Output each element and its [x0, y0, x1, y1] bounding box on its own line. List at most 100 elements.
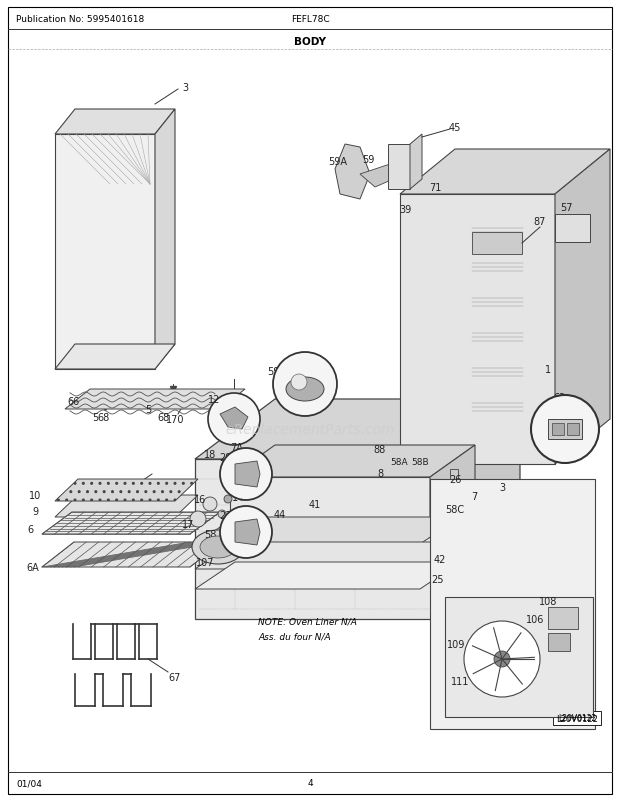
Bar — [470, 294, 525, 310]
Text: 4: 4 — [307, 779, 313, 788]
Text: 15: 15 — [226, 512, 238, 522]
Polygon shape — [55, 496, 198, 517]
Text: 66: 66 — [67, 396, 79, 407]
Circle shape — [220, 448, 272, 500]
Text: 63: 63 — [554, 444, 566, 455]
Bar — [548, 607, 578, 630]
Text: 1: 1 — [545, 365, 551, 375]
Text: 12: 12 — [208, 395, 220, 404]
Ellipse shape — [286, 378, 324, 402]
Text: 17: 17 — [182, 520, 194, 529]
Circle shape — [203, 497, 217, 512]
Text: L20V0122: L20V0122 — [556, 715, 598, 723]
Text: 16: 16 — [194, 494, 206, 504]
Text: 18: 18 — [204, 449, 216, 460]
Text: 58B: 58B — [411, 458, 429, 467]
Bar — [552, 423, 564, 435]
Bar — [555, 215, 590, 243]
Bar — [553, 711, 601, 725]
Text: L20V0122: L20V0122 — [558, 714, 596, 723]
Polygon shape — [400, 195, 555, 464]
Polygon shape — [222, 435, 230, 489]
Polygon shape — [195, 460, 440, 619]
Text: 29: 29 — [219, 452, 231, 463]
Polygon shape — [195, 562, 460, 589]
Polygon shape — [230, 477, 430, 537]
Polygon shape — [178, 395, 196, 410]
Text: 106: 106 — [526, 614, 544, 624]
Text: 58C: 58C — [445, 504, 464, 514]
Circle shape — [224, 496, 232, 504]
Text: 45: 45 — [449, 123, 461, 133]
Polygon shape — [235, 461, 260, 488]
Text: 01/04: 01/04 — [16, 779, 42, 788]
Polygon shape — [410, 135, 422, 190]
Bar — [470, 365, 525, 380]
Text: 11A: 11A — [213, 534, 231, 545]
Text: 3: 3 — [499, 482, 505, 492]
Text: 9: 9 — [32, 506, 38, 516]
Text: 68: 68 — [157, 412, 169, 423]
Circle shape — [218, 510, 226, 518]
Bar — [430, 480, 595, 729]
Text: 111: 111 — [451, 676, 469, 687]
Bar — [445, 597, 593, 717]
Polygon shape — [400, 150, 610, 195]
Bar — [548, 419, 582, 439]
Circle shape — [220, 506, 272, 558]
Polygon shape — [55, 480, 198, 501]
Text: 14: 14 — [232, 492, 244, 502]
Text: 25: 25 — [432, 574, 445, 585]
Polygon shape — [235, 520, 260, 545]
Polygon shape — [65, 390, 245, 410]
Polygon shape — [55, 135, 155, 370]
Text: 58A: 58A — [390, 458, 408, 467]
Polygon shape — [195, 517, 460, 545]
Text: 5: 5 — [145, 404, 151, 415]
Circle shape — [531, 395, 599, 464]
Text: 26: 26 — [449, 475, 461, 484]
Text: 6A: 6A — [27, 562, 40, 573]
Bar — [567, 423, 579, 435]
Text: 5: 5 — [92, 412, 98, 423]
Text: 59B: 59B — [267, 367, 286, 376]
Circle shape — [464, 622, 540, 697]
Polygon shape — [55, 110, 175, 135]
Circle shape — [190, 512, 206, 528]
Text: 44: 44 — [274, 509, 286, 520]
Text: 59A: 59A — [329, 157, 347, 167]
Circle shape — [208, 394, 260, 445]
Bar — [470, 330, 525, 346]
Text: 7: 7 — [471, 492, 477, 501]
Text: 107: 107 — [196, 557, 215, 567]
Text: 71: 71 — [429, 183, 441, 192]
Polygon shape — [555, 150, 610, 464]
Polygon shape — [335, 145, 370, 200]
Ellipse shape — [192, 530, 244, 565]
Text: 88: 88 — [374, 444, 386, 455]
Circle shape — [273, 353, 337, 416]
Text: 170: 170 — [166, 415, 184, 424]
Text: 10: 10 — [29, 490, 41, 500]
Text: 57: 57 — [560, 203, 572, 213]
Polygon shape — [55, 345, 175, 370]
Text: 3: 3 — [182, 83, 188, 93]
Bar — [472, 233, 522, 255]
Text: 62: 62 — [554, 392, 566, 403]
Text: 6: 6 — [27, 525, 33, 534]
Bar — [450, 469, 458, 494]
Text: FEFL78C: FEFL78C — [291, 15, 329, 25]
Text: BODY: BODY — [294, 37, 326, 47]
Text: 108: 108 — [539, 596, 557, 606]
Polygon shape — [195, 399, 520, 460]
Bar — [468, 486, 476, 521]
Text: 41: 41 — [309, 500, 321, 509]
Polygon shape — [430, 445, 475, 537]
Bar — [470, 260, 525, 276]
Text: 109: 109 — [447, 639, 465, 649]
Text: 59: 59 — [362, 155, 374, 164]
Text: 39: 39 — [399, 205, 411, 215]
Text: 68: 68 — [97, 412, 109, 423]
Text: 67: 67 — [169, 672, 181, 683]
Text: 42: 42 — [434, 554, 446, 565]
